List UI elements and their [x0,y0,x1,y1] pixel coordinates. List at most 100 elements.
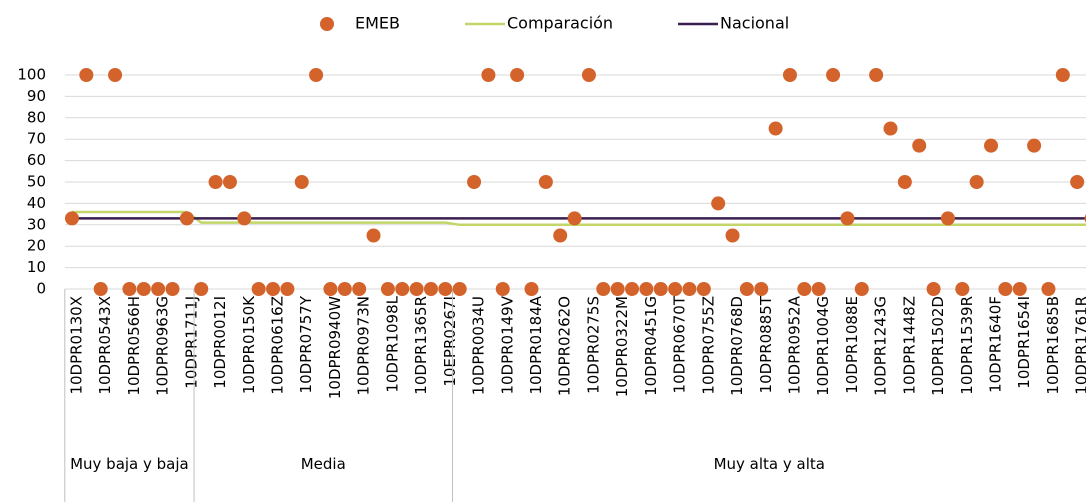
data-point [567,211,582,226]
x-tick-label: 10DPR1685B [1044,296,1062,395]
data-point [998,282,1013,296]
data-point [524,282,539,296]
data-point [495,282,510,296]
data-point [323,282,338,296]
data-point [1070,175,1085,189]
data-point [366,228,381,243]
data-point [969,175,984,189]
data-point [682,282,697,296]
data-point [251,282,266,296]
group-label: Muy alta y alta [713,455,825,473]
x-tick-label: 10DPR0150K [240,295,258,394]
x-tick-label: 10DPR0952A [785,295,803,394]
data-point [826,68,841,82]
x-tick-label: 10DPR0616Z [269,296,287,395]
data-point [639,282,654,296]
data-point [481,68,496,82]
x-tick-label: 10DPR0149V [498,295,516,394]
x-tick-label: 10DPR1761R [1073,296,1086,395]
x-tick-label: 10DPR0885T [757,295,775,393]
data-point [352,282,367,296]
data-point [581,68,596,82]
data-point [108,68,123,82]
data-point [64,211,79,226]
data-point [510,68,525,82]
data-point [538,175,553,189]
data-point [625,282,640,296]
y-tick-label: 0 [36,280,46,298]
y-tick-label: 60 [27,151,46,169]
x-tick-label: 10DPR1711J [182,296,200,389]
legend-label: Comparación [507,14,613,33]
x-tick-label: 10DPR1654I [1015,296,1033,389]
x-tick-label: 10DPR0940W [326,296,344,399]
data-point [294,175,309,189]
data-point [409,282,424,296]
data-point [208,175,223,189]
x-tick-label: 10DPR1502D [929,296,947,396]
x-tick-label: 10DPR0451G [642,296,660,396]
legend-label: EMEB [355,14,400,33]
data-point [940,211,955,226]
y-tick-label: 90 [27,87,46,105]
data-point [1055,68,1070,82]
y-tick-label: 100 [17,66,46,84]
y-tick-label: 50 [27,173,46,191]
x-tick-label: 10DPR1448Z [900,296,918,395]
legend-label: Nacional [720,14,789,33]
x-tick-label: 10DPR0543X [96,296,114,395]
x-tick-label: 10DPR0012I [211,296,229,389]
data-point [955,282,970,296]
data-point [194,282,209,296]
x-tick-label: 10DPR0262O [556,296,574,396]
data-point [926,282,941,296]
data-point [1027,138,1042,153]
y-tick-label: 30 [27,215,46,233]
data-point [883,121,898,136]
data-point [165,282,180,296]
data-point [222,175,237,189]
data-point [984,138,999,153]
y-tick-label: 20 [27,237,46,255]
data-point [553,228,568,243]
data-point [380,282,395,296]
data-point [452,282,467,296]
data-point [782,68,797,82]
data-point [668,282,683,296]
x-tick-label: 10DPR0034U [470,296,488,395]
y-tick-label: 40 [27,194,46,212]
data-point [610,282,625,296]
data-point [797,282,812,296]
data-point [1041,282,1056,296]
data-point [739,282,754,296]
x-tick-label: 10DPR1004G [814,296,832,396]
x-tick-label: 10DPR0755Z [699,296,717,395]
x-tick-label: 10DPR1088E [843,296,861,394]
data-point [395,282,410,296]
x-tick-label: 10DPR0275S [584,296,602,394]
x-tick-label: 10DPR0566H [125,296,143,396]
data-point [840,211,855,226]
y-tick-label: 10 [27,258,46,276]
x-tick-label: 10DPR0973N [355,296,373,396]
x-tick-label: 10DPR0670T [671,295,689,393]
y-tick-label: 70 [27,130,46,148]
data-point [854,282,869,296]
data-point [179,211,194,226]
y-tick-label: 80 [27,108,46,126]
x-tick-label: 10DPR0963G [154,296,172,396]
group-label: Media [300,455,346,473]
data-point [280,282,295,296]
x-tick-label: 10DPR1640F [987,296,1005,393]
data-point [79,68,94,82]
data-point [754,282,769,296]
data-point [266,282,281,296]
data-point [93,282,108,296]
data-point [337,282,352,296]
data-point [869,68,884,82]
data-point [897,175,912,189]
data-point [1012,282,1027,296]
data-point [122,282,137,296]
data-point [309,68,324,82]
x-tick-label: 10DPR1243G [872,296,890,396]
